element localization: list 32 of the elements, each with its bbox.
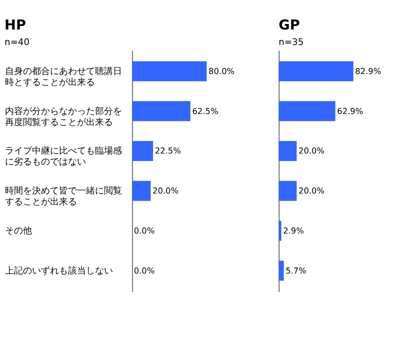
- data-label: 20.0%: [298, 146, 325, 156]
- y-tick-label: 上記のいずれも該当しない: [5, 265, 114, 276]
- text: HP: [4, 17, 26, 34]
- bar: [278, 260, 284, 281]
- bar: [278, 220, 282, 241]
- y-tick-label: 自身の都合にあわせて聴講日時とすることが出来る: [5, 66, 122, 88]
- bar: [132, 101, 190, 122]
- y-tick-label: 時間を決めて皆で一緒に閲覧することが出来る: [5, 186, 122, 208]
- bar: [278, 101, 336, 122]
- bar: [278, 140, 297, 162]
- data-label: 80.0%: [208, 66, 235, 76]
- y-tick-label: その他: [5, 226, 32, 236]
- data-label: 62.9%: [337, 106, 364, 116]
- data-label: 0.0%: [134, 265, 155, 276]
- data-label: 20.0%: [298, 186, 325, 196]
- data-label: 2.9%: [283, 226, 304, 236]
- text: n=40: [4, 38, 30, 48]
- bar: [278, 180, 297, 201]
- data-label: 20.0%: [152, 186, 179, 196]
- data-label: 82.9%: [355, 66, 382, 76]
- data-label: 22.5%: [154, 146, 182, 156]
- bar: [278, 61, 354, 82]
- bar: [132, 61, 207, 82]
- y-tick-label: 内容が分からなかった部分を再度閲覧することが出来る: [5, 106, 122, 128]
- bar: [132, 180, 151, 201]
- chart-title: GP: [278, 17, 300, 34]
- y-tick-label: ライブ中継に比べても臨場感に劣るものではない: [5, 146, 122, 168]
- chart-subtitle: n=35: [278, 38, 304, 48]
- data-label: 0.0%: [134, 226, 155, 236]
- bar: [132, 140, 154, 162]
- data-label: 62.5%: [192, 106, 218, 116]
- data-label: 5.7%: [286, 265, 307, 276]
